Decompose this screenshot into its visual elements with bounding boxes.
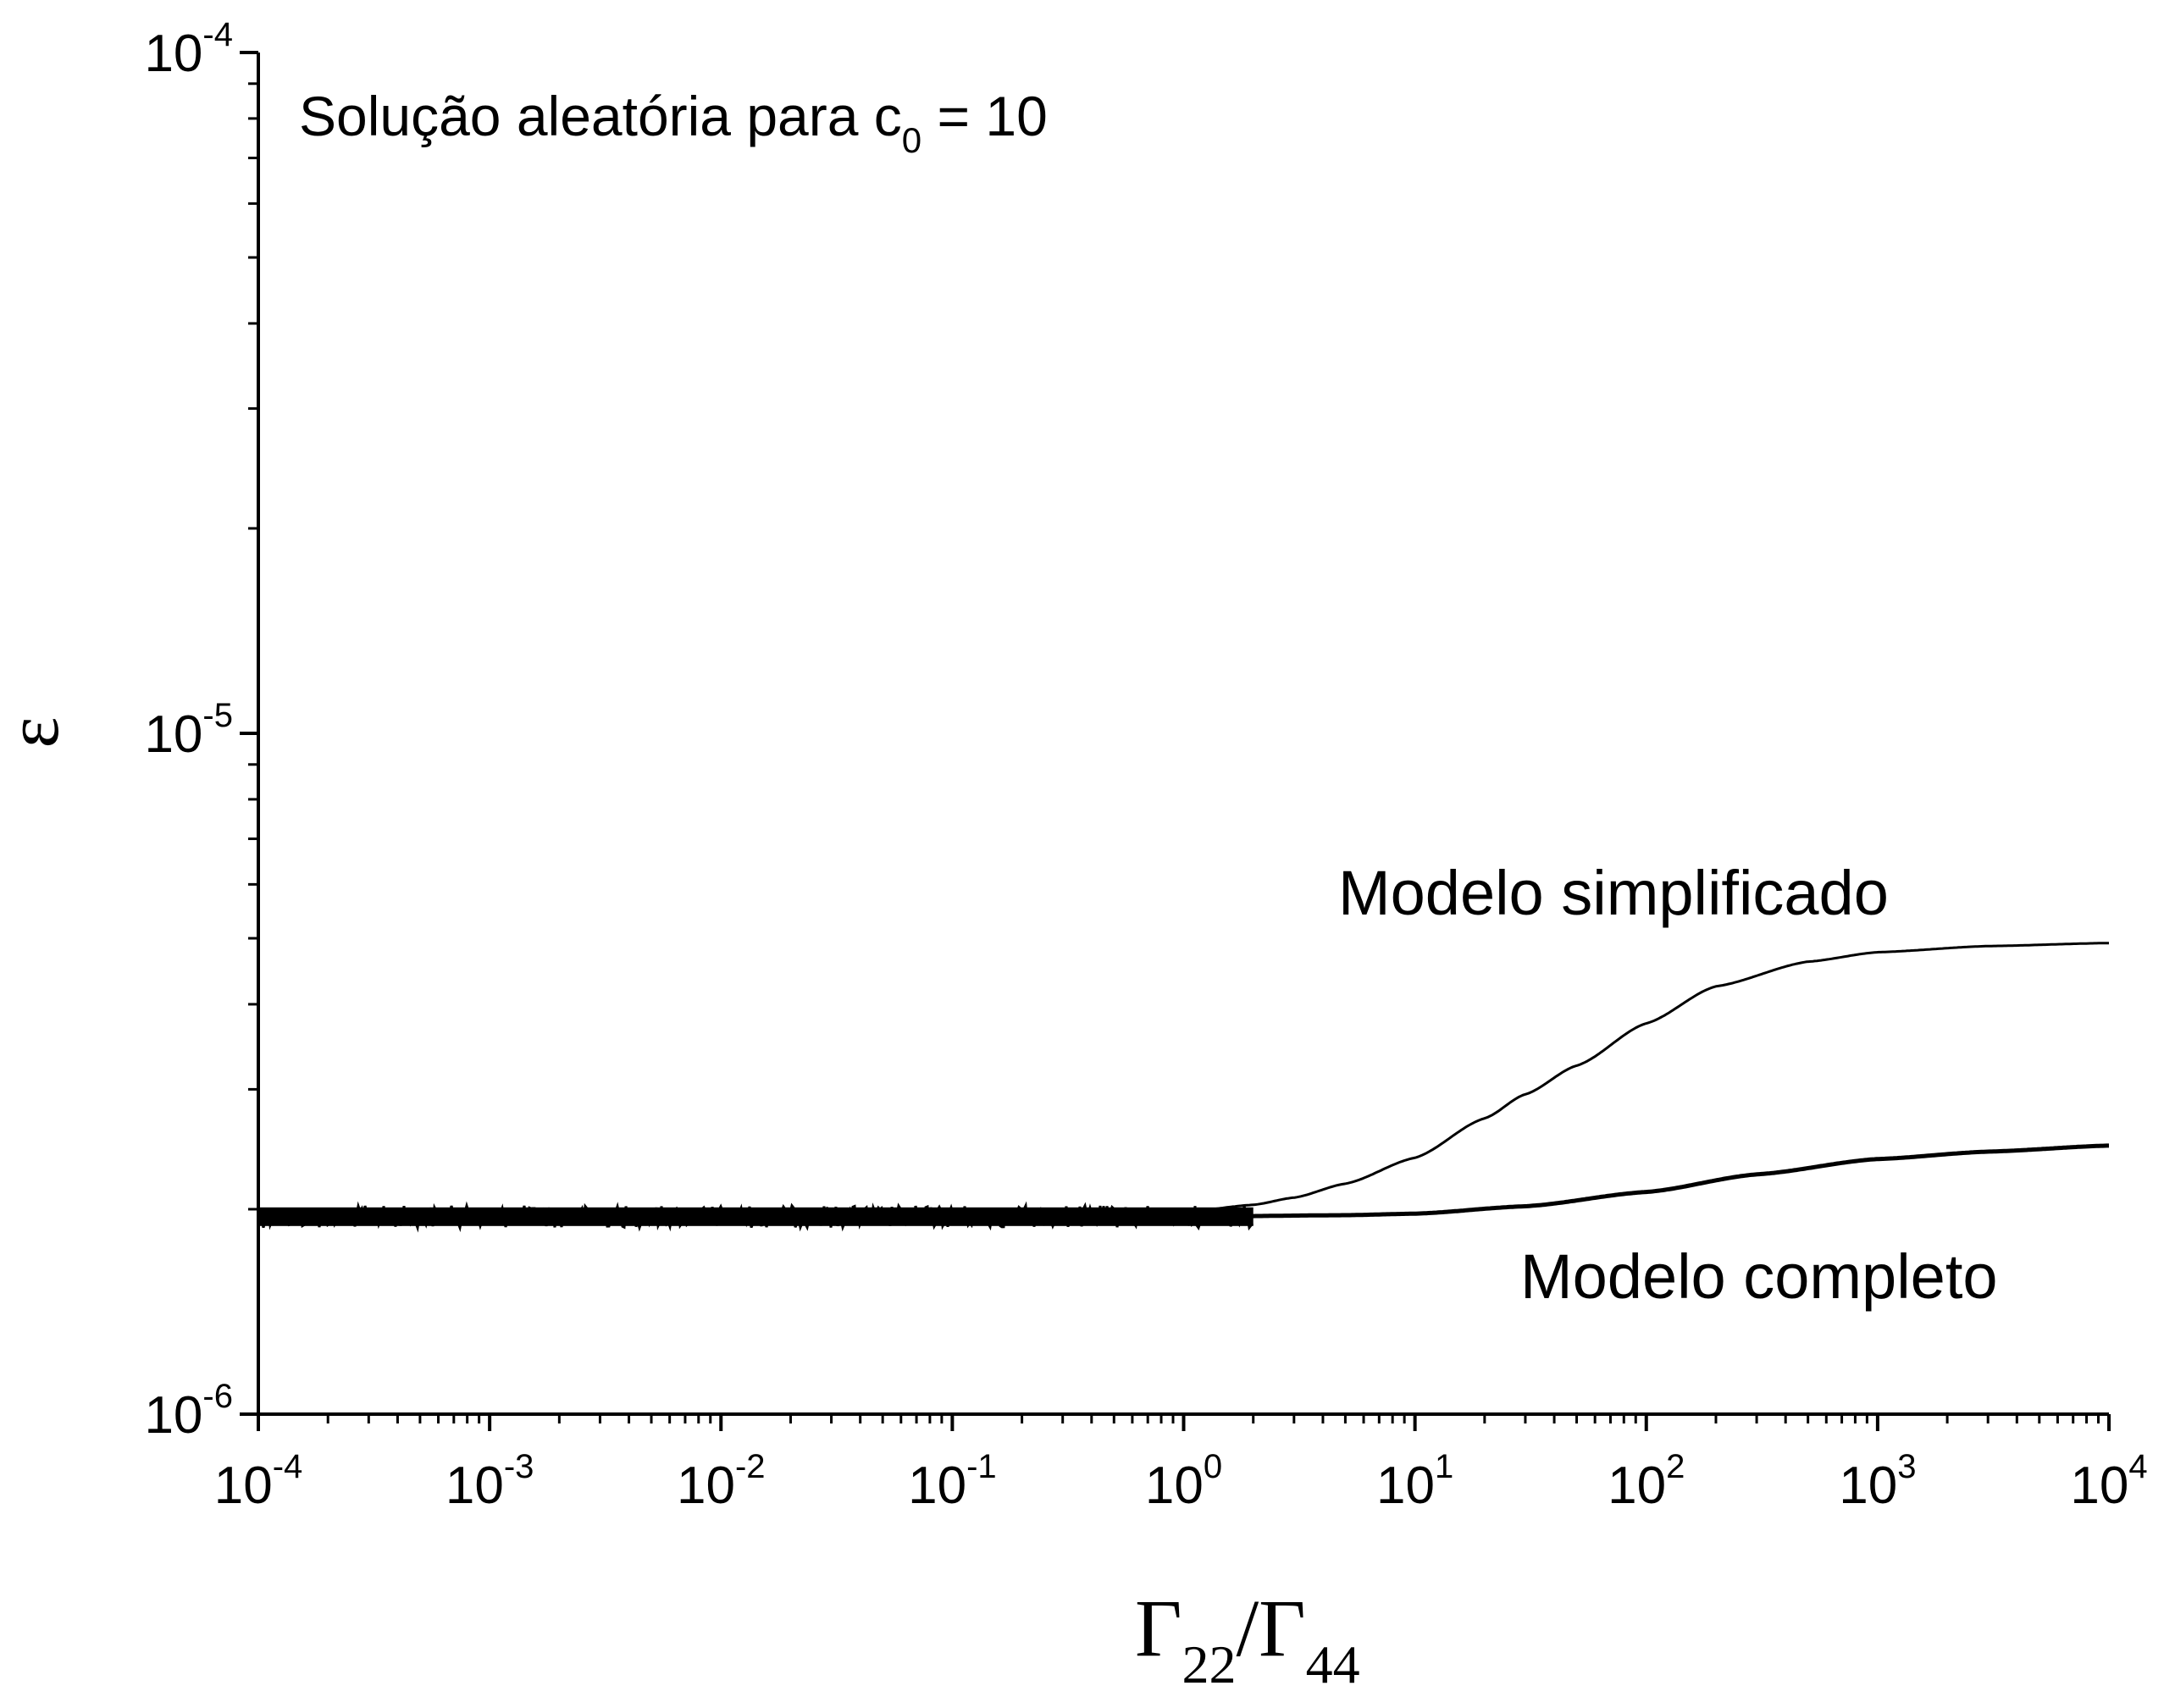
series-noise-core (258, 1207, 1254, 1226)
annotation-subscript: 0 (902, 120, 921, 160)
series-layer (257, 942, 2109, 1233)
labels-layer: 10-4 10-3 10-2 10-1 100 101 102 103 104 10-6 10-5 1… (144, 16, 2147, 1515)
ticks-layer (240, 51, 2111, 1431)
x-tick-label: 10-3 (446, 1448, 534, 1515)
series-label-completo: Modelo completo (1520, 1241, 1998, 1312)
y-tick-label: 10-6 (144, 1378, 233, 1445)
series-line-simplificado (258, 942, 2109, 1219)
x-tick-label: 104 (2070, 1448, 2147, 1515)
y-tick-label: 10-4 (144, 16, 233, 83)
x-title-slash: / (1237, 1583, 1259, 1673)
series-label-simplificado: Modelo simplificado (1338, 858, 1889, 928)
x-tick-label: 10-2 (677, 1448, 766, 1515)
series-line-completo (258, 1143, 2109, 1219)
x-title-gamma-1: Γ (1135, 1583, 1182, 1673)
x-axis-title: Γ22/Γ44 (1135, 1583, 1360, 1694)
x-tick-label: 103 (1839, 1448, 1916, 1515)
x-tick-label: 10-1 (908, 1448, 997, 1515)
plot-annotation: Solução aleatória para c0 = 10 (299, 85, 1048, 160)
x-title-sub-1: 22 (1182, 1634, 1237, 1694)
x-title-gamma-2: Γ (1259, 1583, 1306, 1673)
x-tick-label: 100 (1145, 1448, 1222, 1515)
annotation-tail: = 10 (921, 85, 1048, 147)
x-title-sub-2: 44 (1306, 1634, 1360, 1694)
x-tick-label: 101 (1376, 1448, 1453, 1515)
y-axis-title: ε (0, 717, 75, 749)
x-tick-label: 10-4 (214, 1448, 303, 1515)
x-tick-label: 102 (1608, 1448, 1685, 1515)
y-tick-label: 10-5 (144, 697, 233, 764)
annotation-main: Solução aleatória para c (299, 85, 902, 147)
